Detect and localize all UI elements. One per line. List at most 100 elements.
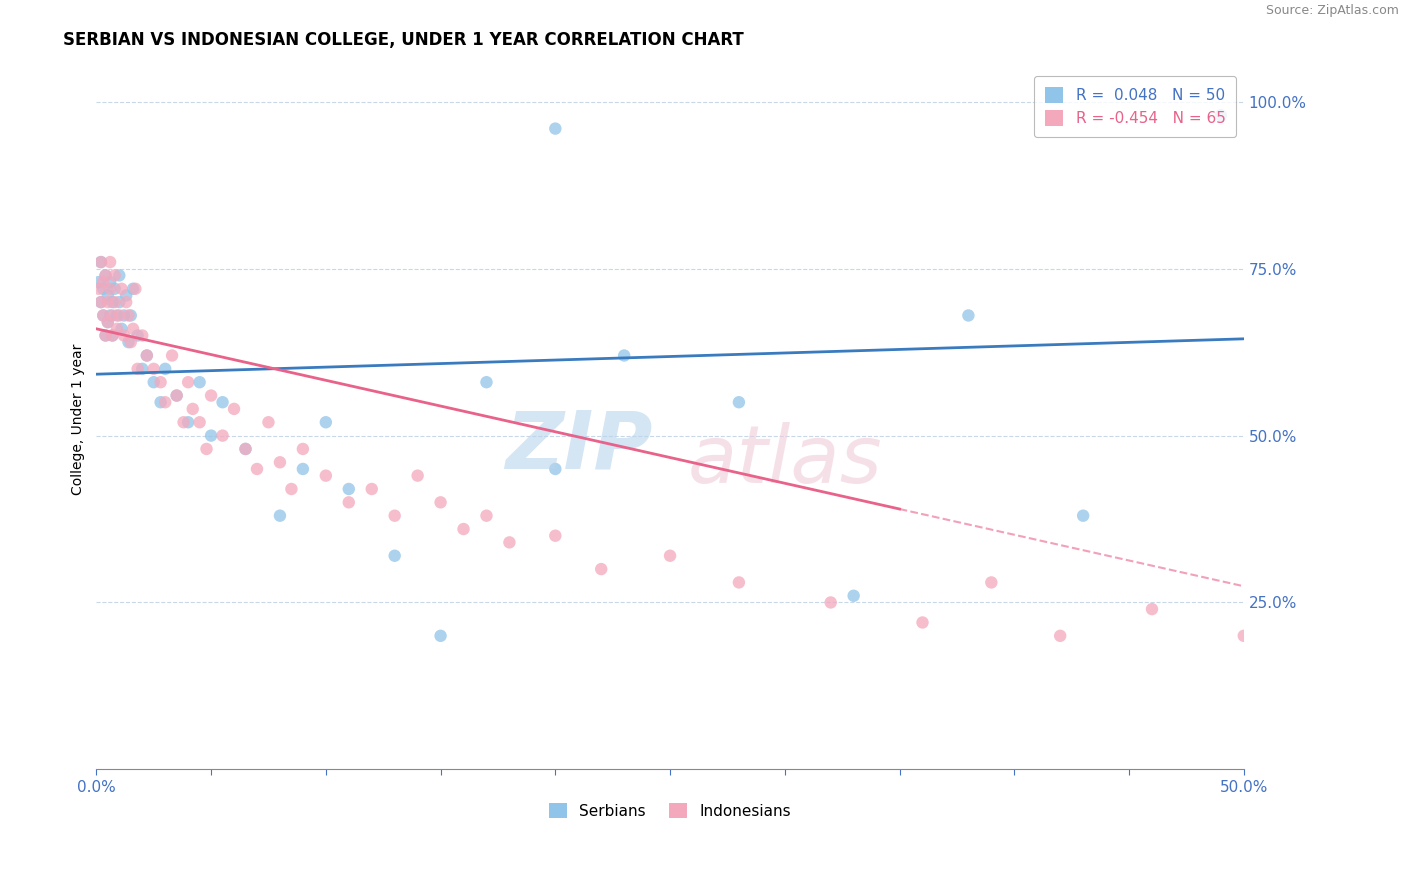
Point [200,388,222,402]
Point [188,375,211,389]
Point [911,615,934,630]
Point [613,349,636,363]
Point [149,395,172,409]
Point [127,362,149,376]
Point [222,401,245,416]
Point [117,309,139,323]
Point [97,295,120,310]
Point [97,315,120,329]
Point [728,395,751,409]
Point [544,462,567,476]
Point [728,575,751,590]
Text: SERBIAN VS INDONESIAN COLLEGE, UNDER 1 YEAR CORRELATION CHART: SERBIAN VS INDONESIAN COLLEGE, UNDER 1 Y… [63,31,744,49]
Point [105,309,128,323]
Point [257,415,280,429]
Point [166,388,188,402]
Point [122,282,145,296]
Point [181,401,204,416]
Point [108,309,131,323]
Point [1049,629,1071,643]
Point [110,282,132,296]
Point [105,322,128,336]
Text: atlas: atlas [688,422,882,500]
Text: Source: ZipAtlas.com: Source: ZipAtlas.com [1265,4,1399,18]
Point [153,362,176,376]
Point [177,375,200,389]
Point [91,309,114,323]
Point [115,288,138,302]
Point [101,295,124,310]
Point [360,482,382,496]
Point [406,468,429,483]
Point [101,309,124,323]
Point [475,508,498,523]
Point [90,295,112,310]
Point [842,589,865,603]
Point [291,442,314,456]
Point [269,455,291,469]
Point [127,328,149,343]
Point [91,275,114,289]
Point [1233,629,1256,643]
Point [384,549,406,563]
Point [94,328,117,343]
Point [1209,108,1232,122]
Point [87,282,110,296]
Point [120,335,142,350]
Point [131,328,153,343]
Point [135,349,157,363]
Point [149,375,172,389]
Point [101,328,124,343]
Point [108,268,131,283]
Point [1071,508,1094,523]
Point [104,282,127,296]
Point [87,275,110,289]
Point [98,255,121,269]
Point [453,522,475,536]
Point [122,322,145,336]
Point [1140,602,1163,616]
Legend: Serbians, Indonesians: Serbians, Indonesians [543,797,797,825]
Point [98,282,121,296]
Point [429,495,451,509]
Point [544,121,567,136]
Point [90,255,112,269]
Point [235,442,257,456]
Point [94,328,117,343]
Point [97,288,120,302]
Point [110,322,132,336]
Point [135,349,157,363]
Point [90,255,112,269]
Point [160,349,183,363]
Point [94,268,117,283]
Point [104,268,127,283]
Point [659,549,682,563]
Point [211,395,233,409]
Y-axis label: College, Under 1 year: College, Under 1 year [72,343,86,494]
Point [142,375,165,389]
Point [195,442,218,456]
Point [269,508,291,523]
Point [200,428,222,442]
Point [235,442,257,456]
Point [98,309,121,323]
Point [291,462,314,476]
Point [337,482,360,496]
Point [120,309,142,323]
Point [112,309,135,323]
Point [177,415,200,429]
Point [980,575,1002,590]
Point [280,482,302,496]
Point [124,282,146,296]
Point [142,362,165,376]
Point [544,529,567,543]
Point [91,309,114,323]
Point [591,562,613,576]
Point [246,462,269,476]
Point [820,595,842,609]
Point [498,535,520,549]
Text: ZIP: ZIP [505,408,652,486]
Point [91,282,114,296]
Point [211,428,233,442]
Point [153,395,176,409]
